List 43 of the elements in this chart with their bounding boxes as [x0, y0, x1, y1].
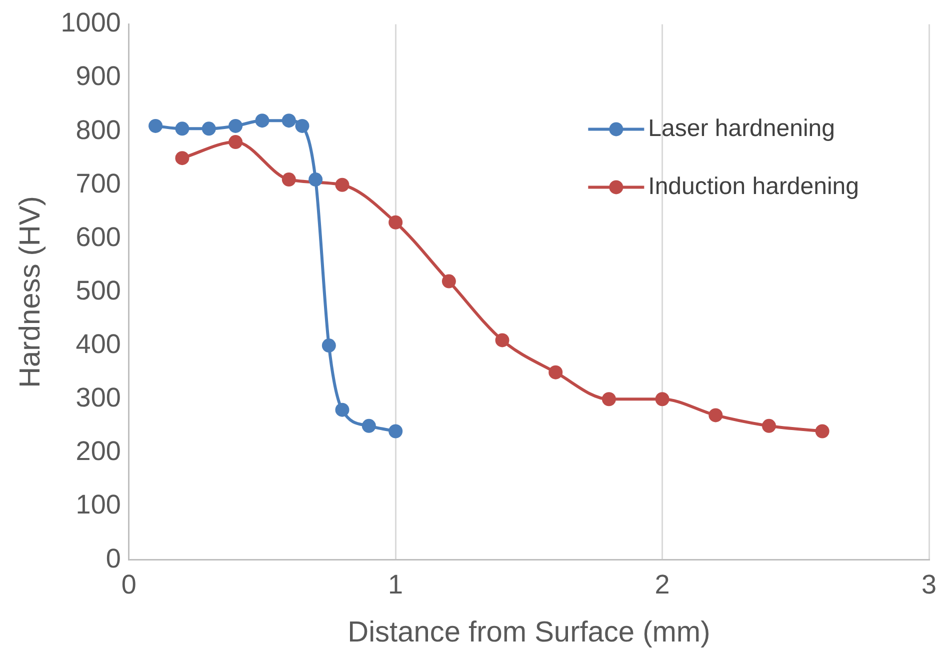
y-tick-label: 800	[76, 114, 121, 145]
y-tick-label: 900	[76, 61, 121, 92]
point	[228, 118, 243, 133]
point	[148, 118, 163, 133]
point	[388, 215, 403, 230]
y-tick-label: 600	[76, 222, 121, 252]
point	[548, 365, 563, 380]
y-tick-label: 0	[106, 543, 121, 574]
point	[762, 418, 776, 433]
point	[815, 424, 830, 438]
y-tick-label: 100	[76, 490, 121, 520]
y-tick-label: 300	[76, 382, 121, 413]
x-tick-label: 2	[654, 569, 670, 600]
point	[175, 122, 190, 136]
x-axis-title: Distance from Surface (mm)	[348, 616, 710, 649]
y-tick-label: 700	[76, 168, 121, 198]
point	[295, 118, 310, 133]
point	[322, 338, 336, 353]
y-tick-label: 1000	[60, 8, 121, 38]
legend-label: Laser hardnening	[648, 114, 835, 142]
point	[202, 122, 216, 136]
point	[228, 135, 243, 150]
point	[362, 418, 376, 433]
point	[655, 392, 670, 406]
point	[442, 274, 456, 288]
point	[255, 114, 270, 128]
point	[335, 402, 350, 417]
legend-label: Induction hardening	[648, 172, 860, 200]
point	[282, 172, 296, 187]
point	[308, 172, 323, 187]
y-tick-label: 200	[76, 436, 121, 466]
y-tick-label: 500	[76, 275, 121, 306]
point	[175, 151, 190, 166]
point	[282, 114, 296, 128]
x-tick-label: 1	[388, 569, 404, 600]
y-axis-title: Hardness (HV)	[14, 196, 46, 388]
point	[388, 424, 403, 438]
point	[495, 333, 510, 348]
point	[708, 408, 723, 422]
y-tick-label: 400	[76, 329, 121, 360]
point	[602, 392, 616, 406]
point	[335, 178, 350, 192]
x-tick-label: 3	[921, 569, 937, 600]
